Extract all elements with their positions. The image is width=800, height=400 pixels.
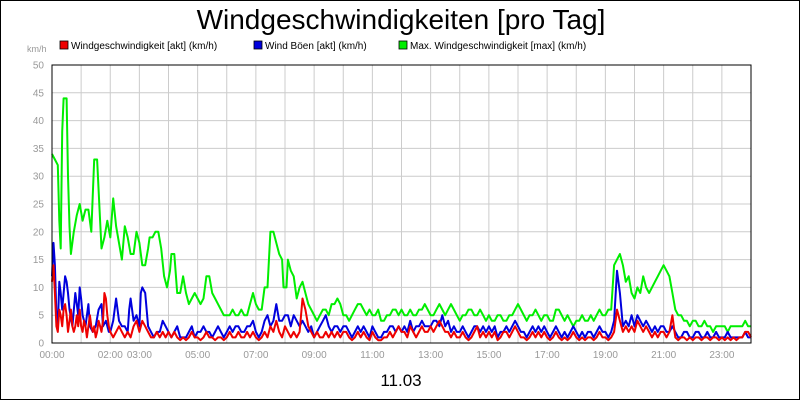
legend-swatch (398, 40, 408, 50)
legend-label: Windgeschwindigkeit [akt] (km/h) (71, 41, 217, 52)
legend-label: Max. Windgeschwindigkeit [max] (km/h) (410, 41, 586, 52)
data-series (51, 97, 752, 342)
legend-swatch (253, 40, 263, 50)
y-tick-label: 20 (33, 227, 45, 238)
y-tick-label: 5 (38, 311, 44, 322)
y-axis-unit-label: km/h (27, 44, 47, 54)
y-tick-label: 35 (33, 144, 45, 155)
x-tick-label: 15:00 (476, 350, 501, 361)
series-line-1 (51, 241, 751, 339)
series-line-0 (51, 97, 751, 333)
x-tick-label: 00:00 (39, 350, 64, 361)
x-tick-label: 13:00 (418, 350, 443, 361)
plot-area-border (51, 64, 752, 344)
x-tick-label: 05:00 (185, 350, 210, 361)
x-tick-label: 09:00 (302, 350, 327, 361)
date-label: 11.03 (380, 371, 421, 390)
x-tick-label: 07:00 (243, 350, 268, 361)
y-tick-label: 10 (33, 283, 45, 294)
chart-legend: Windgeschwindigkeit [akt] (km/h) Wind Böe… (59, 40, 586, 52)
x-tick-label: 02:00 (98, 350, 123, 361)
x-axis-ticks: 00:00 02:00 03:00 05:00 07:00 09:00 11:00 13:00… (39, 350, 734, 361)
x-tick-label: 21:00 (651, 350, 676, 361)
y-tick-label: 40 (33, 116, 45, 127)
x-tick-label: 03:00 (127, 350, 152, 361)
x-tick-label: 23:00 (709, 350, 734, 361)
y-tick-label: 30 (33, 172, 45, 183)
y-axis-ticks: 0 5 10 15 20 25 30 35 40 45 50 (33, 61, 45, 350)
y-tick-label: 50 (33, 61, 45, 72)
y-tick-label: 25 (33, 200, 45, 211)
y-tick-label: 0 (38, 339, 44, 350)
chart-title: Windgeschwindigkeiten [pro Tag] (197, 4, 606, 35)
legend-label: Wind Böen [akt] (km/h) (265, 41, 367, 52)
y-tick-label: 45 (33, 88, 45, 99)
x-tick-label: 19:00 (593, 350, 618, 361)
series-line-2 (51, 264, 752, 342)
legend-swatch (59, 40, 69, 50)
grid-lines (52, 65, 751, 343)
y-tick-label: 15 (33, 255, 45, 266)
x-tick-label: 17:00 (535, 350, 560, 361)
x-tick-label: 11:00 (360, 350, 385, 361)
